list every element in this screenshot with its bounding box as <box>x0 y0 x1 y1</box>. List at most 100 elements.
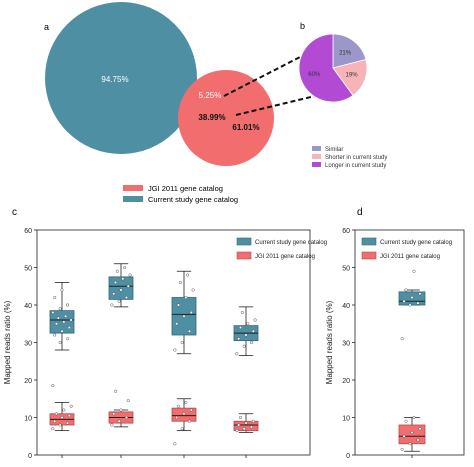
pie-slice-shorter-in-current-study <box>332 59 368 97</box>
point-current-study-gene-catalog-uk-cattle-n-8 <box>402 299 406 303</box>
y-tick-label-10: 10 <box>342 416 350 423</box>
venn-label-jgi-only: 61.01% <box>232 123 259 132</box>
point-current-study-gene-catalog-fh-n-16 <box>123 265 127 270</box>
point-jgi-2011-gene-catalog-uk-cattle-n-8 <box>404 419 408 423</box>
point-current-study-gene-catalog-fh-n-16 <box>113 280 118 285</box>
point-current-study-gene-catalog-uk-cattle-n-8 <box>404 288 408 292</box>
point-jgi-2011-gene-catalog-uk-cattle-n-8 <box>408 442 412 446</box>
venn-label-current-only: 94.75% <box>101 75 128 84</box>
point-current-study-gene-catalog-fl-n-18 <box>175 322 179 326</box>
point-current-study-gene-catalog-g-n-20 <box>249 340 254 345</box>
point-current-study-gene-catalog-d-n-23 <box>62 320 66 324</box>
point-jgi-2011-gene-catalog-d-n-23 <box>62 408 66 412</box>
point-current-study-gene-catalog-fh-n-16 <box>121 277 125 281</box>
legend-label-jgi-2011-gene-catalog: JGI 2011 gene catalog <box>255 254 315 260</box>
point-jgi-2011-gene-catalog-fh-n-16 <box>126 399 130 403</box>
pie-legend-swatch-similar <box>312 146 321 151</box>
pie-label-longer-in-current-study: 60% <box>308 72 321 78</box>
point-jgi-2011-gene-catalog-fl-n-18 <box>176 404 181 408</box>
legend-swatch-current-study <box>123 196 143 202</box>
point-jgi-2011-gene-catalog-g-n-20 <box>249 425 254 429</box>
pie-label-shorter-in-current-study: 19% <box>346 73 359 79</box>
point-current-study-gene-catalog-d-n-23 <box>64 314 68 318</box>
point-current-study-gene-catalog-g-n-20 <box>246 322 250 326</box>
panel-label-b: b <box>300 21 305 31</box>
point-jgi-2011-gene-catalog-d-n-23 <box>67 414 71 418</box>
pie-legend-swatch-shorter-in-current-study <box>312 154 321 159</box>
venn-label-overlap-lower: 38.99% <box>198 113 225 122</box>
point-current-study-gene-catalog-g-n-20 <box>238 325 243 330</box>
point-current-study-gene-catalog-uk-cattle-n-8 <box>418 292 422 296</box>
y-tick-label-40: 40 <box>24 303 32 310</box>
point-current-study-gene-catalog-g-n-20 <box>251 329 255 333</box>
point-current-study-gene-catalog-d-n-23 <box>54 322 59 326</box>
pie-chart: 21% 19% 60% <box>298 33 368 103</box>
legend-label-current-study-gene-catalog: Current study gene catalog <box>255 240 327 246</box>
callout-line-upper <box>223 54 305 97</box>
pie-legend-label-longer-in-current-study: Longer in current study <box>325 163 386 169</box>
point-jgi-2011-gene-catalog-d-n-23 <box>51 427 55 431</box>
venn-circle-jgi-2011 <box>178 70 274 166</box>
legend-label-jgi-2011: JGI 2011 gene catalog <box>148 184 223 193</box>
point-jgi-2011-gene-catalog-d-n-23 <box>58 423 62 427</box>
venn-legend: JGI 2011 gene catalog Current study gene… <box>123 184 238 204</box>
plot-frame <box>354 229 465 456</box>
legend-label-current-study-gene-catalog: Current study gene catalog <box>380 240 452 246</box>
point-jgi-2011-gene-catalog-d-n-23 <box>54 412 59 416</box>
point-current-study-gene-catalog-g-n-20 <box>237 337 241 341</box>
point-current-study-gene-catalog-d-n-23 <box>67 325 71 330</box>
point-jgi-2011-gene-catalog-fl-n-18 <box>182 412 186 416</box>
point-current-study-gene-catalog-d-n-23 <box>51 310 55 315</box>
panel-label-c: c <box>12 207 17 218</box>
pie-legend: Similar Shorter in current study Longer in… <box>312 146 387 169</box>
point-current-study-gene-catalog-fh-n-16 <box>115 269 119 273</box>
y-tick-label-50: 50 <box>24 266 32 273</box>
y-axis-label: Mapped reads ratio (%) <box>3 300 12 384</box>
point-jgi-2011-gene-catalog-g-n-20 <box>238 415 243 420</box>
point-jgi-2011-gene-catalog-fl-n-18 <box>189 408 193 412</box>
pie-legend-label-shorter-in-current-study: Shorter in current study <box>325 155 387 161</box>
point-jgi-2011-gene-catalog-fh-n-16 <box>117 419 121 423</box>
legend-swatch-current-study-gene-catalog <box>236 237 252 246</box>
point-current-study-gene-catalog-d-n-23 <box>60 288 64 292</box>
point-current-study-gene-catalog-fl-n-18 <box>178 280 182 285</box>
pie-legend-label-similar: Similar <box>325 147 343 153</box>
point-jgi-2011-gene-catalog-fh-n-16 <box>110 423 114 427</box>
y-tick-label-40: 40 <box>342 303 350 310</box>
point-current-study-gene-catalog-d-n-23 <box>58 340 62 345</box>
point-current-study-gene-catalog-fl-n-18 <box>182 314 186 318</box>
point-current-study-gene-catalog-g-n-20 <box>242 344 246 348</box>
point-current-study-gene-catalog-g-n-20 <box>240 310 244 315</box>
y-tick-label-60: 60 <box>342 228 350 235</box>
y-axis-label: Mapped reads ratio (%) <box>325 300 334 384</box>
legend-swatch-jgi-2011-gene-catalog <box>361 251 377 260</box>
point-current-study-gene-catalog-d-n-23 <box>51 384 55 388</box>
point-jgi-2011-gene-catalog-g-n-20 <box>237 423 241 427</box>
venn-label-overlap-upper: 5.25% <box>199 91 222 100</box>
y-tick-label-30: 30 <box>24 341 32 348</box>
point-current-study-gene-catalog-fl-n-18 <box>191 288 195 292</box>
y-tick-label-0: 0 <box>28 453 32 460</box>
point-current-study-gene-catalog-uk-cattle-n-8 <box>412 269 416 273</box>
point-current-study-gene-catalog-uk-cattle-n-8 <box>416 301 420 305</box>
point-current-study-gene-catalog-d-n-23 <box>65 303 70 307</box>
point-jgi-2011-gene-catalog-g-n-20 <box>235 429 239 433</box>
point-current-study-gene-catalog-fl-n-18 <box>180 340 184 345</box>
panel-label-a: a <box>44 22 49 32</box>
point-current-study-gene-catalog-fh-n-16 <box>110 303 114 307</box>
y-tick-label-20: 20 <box>24 378 32 385</box>
legend-swatch-jgi-2011-gene-catalog <box>236 251 252 260</box>
point-jgi-2011-gene-catalog-uk-cattle-n-8 <box>418 427 422 431</box>
point-jgi-2011-gene-catalog-fh-n-16 <box>113 389 118 393</box>
pie-slice-similar <box>332 33 367 69</box>
venn-diagram: 94.75% 5.25% 38.99% 61.01% <box>45 2 316 166</box>
point-jgi-2011-gene-catalog-g-n-20 <box>251 419 255 423</box>
pie-slice-longer-in-current-study <box>298 33 354 103</box>
point-jgi-2011-gene-catalog-fh-n-16 <box>119 408 123 412</box>
point-current-study-gene-catalog-g-n-20 <box>253 318 257 322</box>
point-jgi-2011-gene-catalog-fl-n-18 <box>184 400 188 405</box>
point-jgi-2011-gene-catalog-uk-cattle-n-8 <box>402 434 406 438</box>
point-jgi-2011-gene-catalog-fl-n-18 <box>175 415 179 420</box>
